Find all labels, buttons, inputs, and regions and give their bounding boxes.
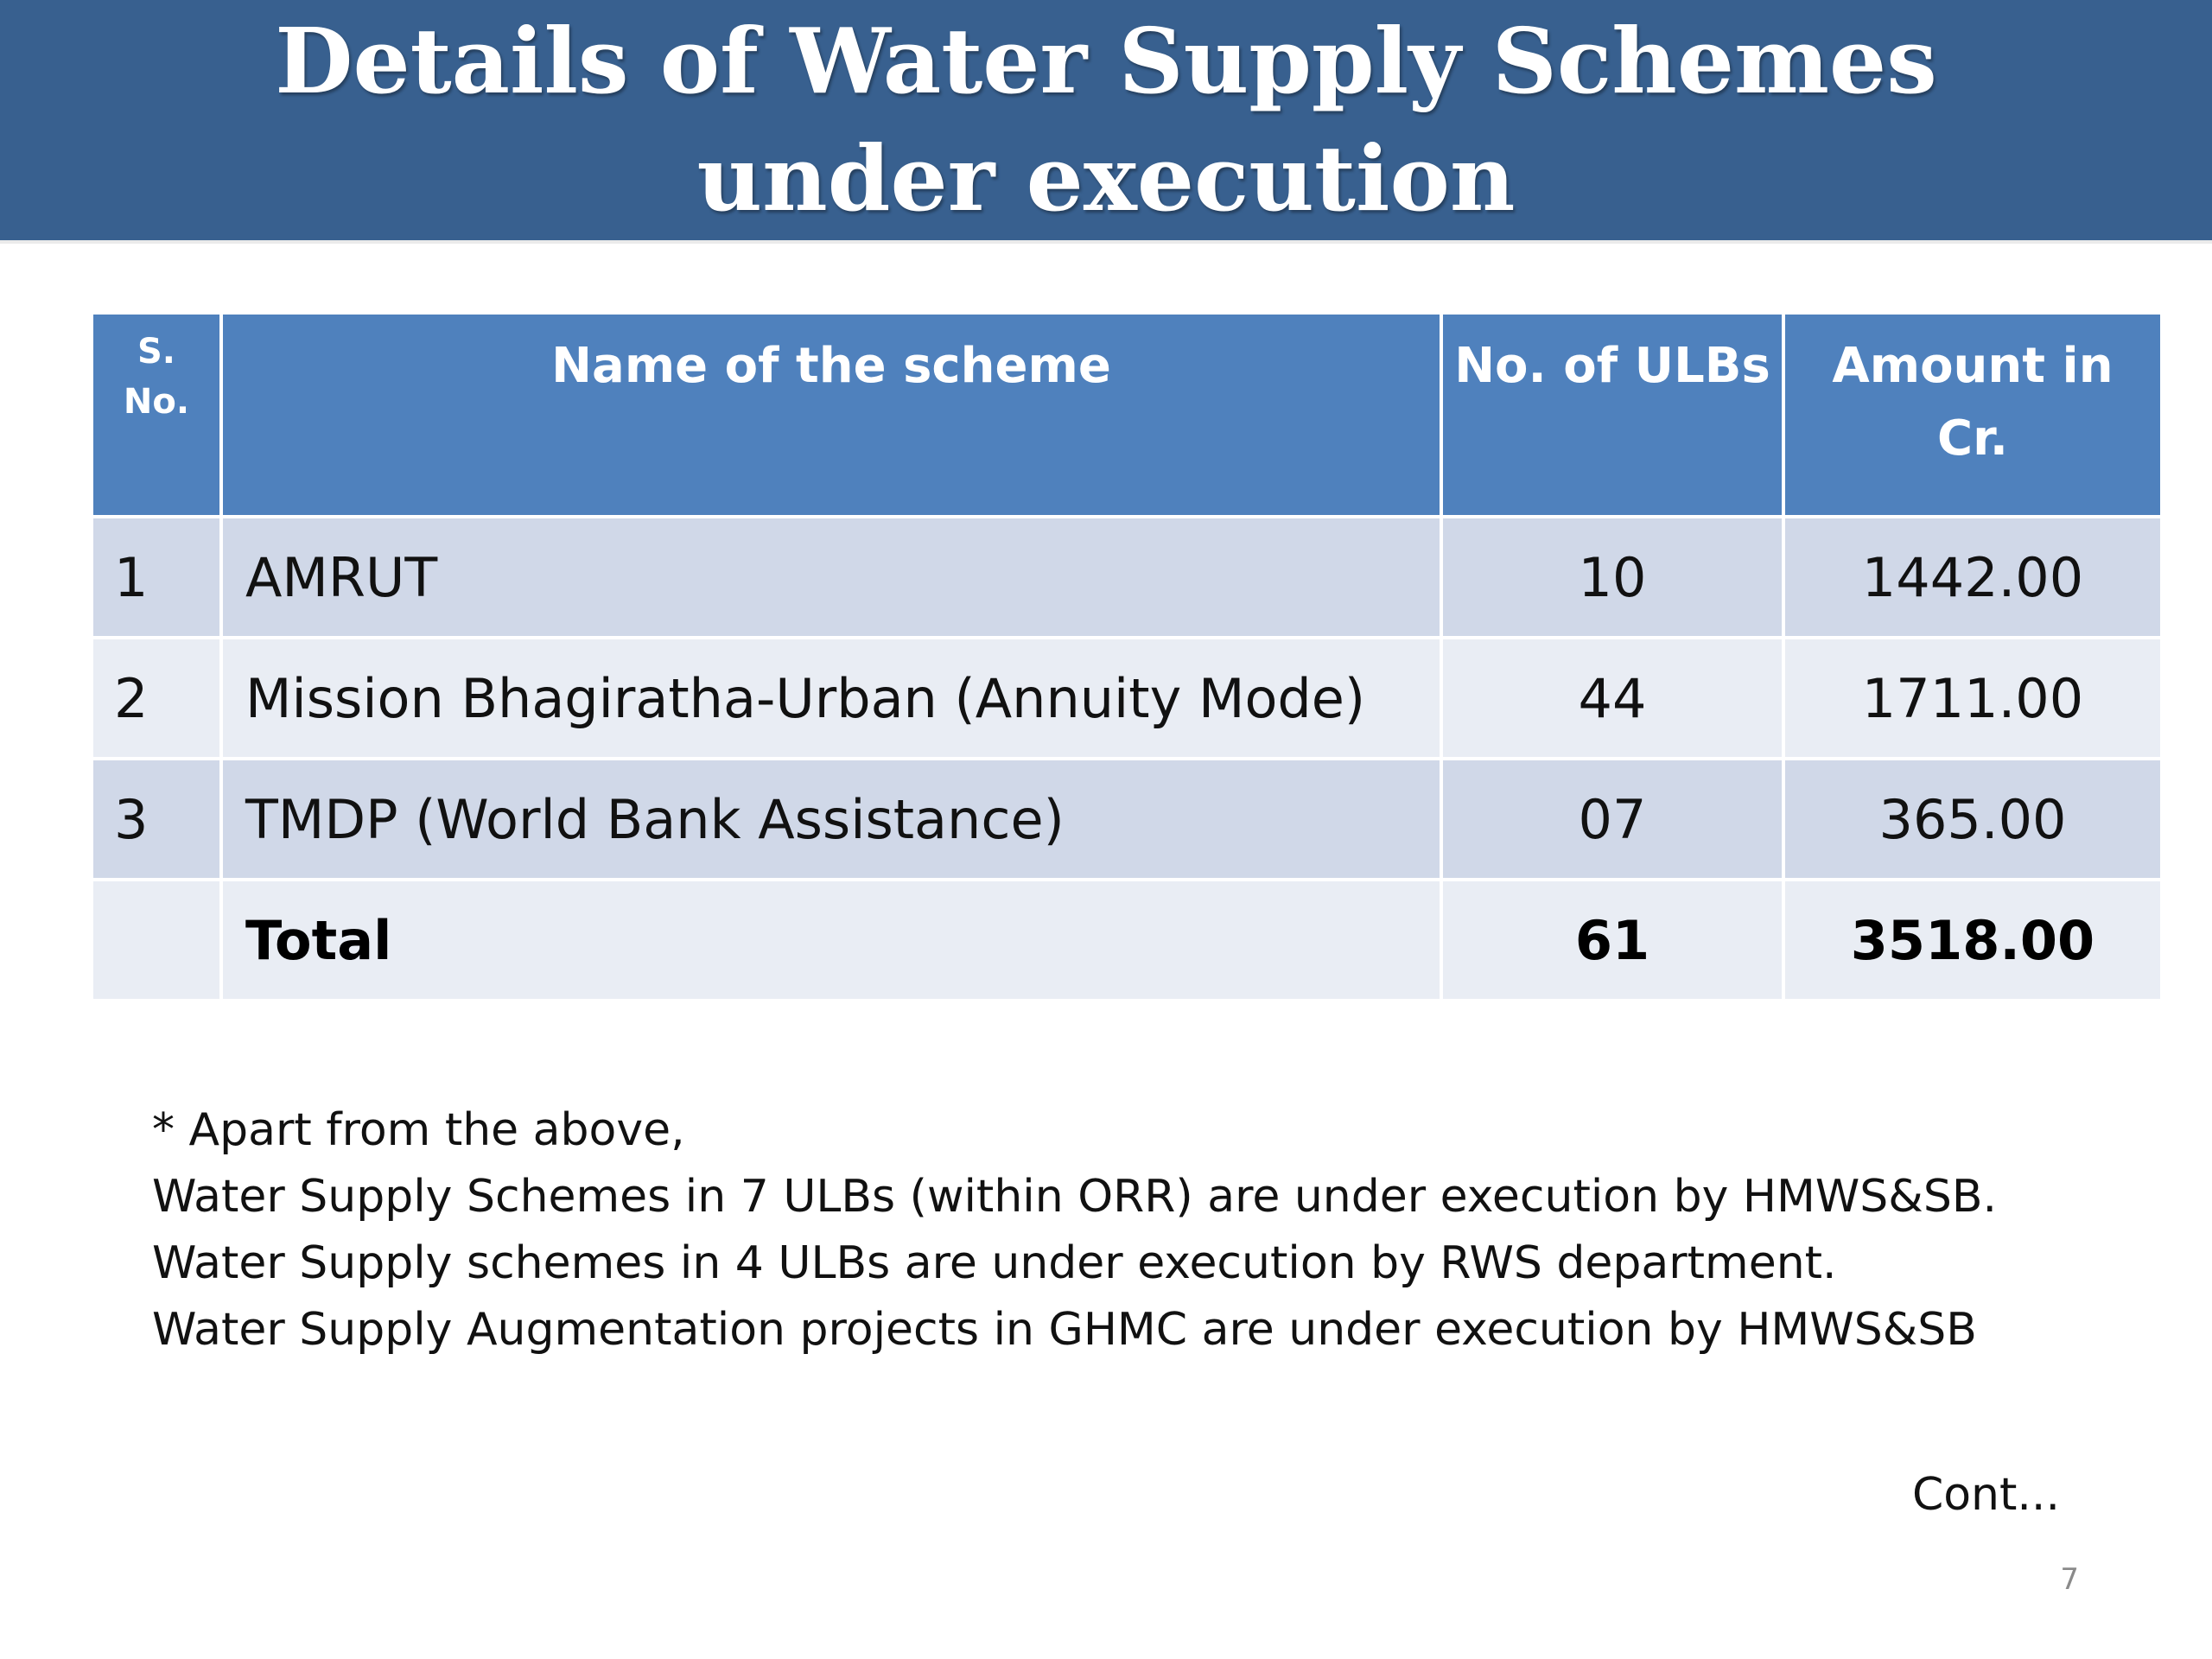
note-line: Water Supply Schemes in 7 ULBs (within O…	[152, 1171, 1998, 1223]
row-ulbs: 07	[1443, 760, 1782, 878]
row-amount: 1711.00	[1785, 639, 2160, 757]
title-bar: Details of Water Supply Schemes under ex…	[0, 0, 2212, 240]
row-sno: 2	[93, 639, 219, 757]
header-amount: Amount in Cr.	[1785, 315, 2160, 515]
slide-title: Details of Water Supply Schemes under ex…	[275, 8, 1937, 232]
schemes-table: S. No. Name of the scheme No. of ULBs Am…	[90, 311, 2164, 1002]
row-amount: 365.00	[1785, 760, 2160, 878]
row-scheme-name: TMDP (World Bank Assistance)	[223, 760, 1440, 878]
row-scheme-name: Mission Bhagiratha-Urban (Annuity Mode)	[223, 639, 1440, 757]
total-ulbs: 61	[1443, 881, 1782, 999]
schemes-table-container: S. No. Name of the scheme No. of ULBs Am…	[93, 315, 2160, 999]
table-row: 1 AMRUT 10 1442.00	[93, 518, 2160, 636]
header-ulbs: No. of ULBs	[1443, 315, 1782, 515]
continuation-label: Cont...	[1911, 1469, 2060, 1521]
note-line: * Apart from the above,	[152, 1104, 685, 1156]
notes-section: * Apart from the above, Water Supply Sch…	[152, 1097, 2139, 1363]
row-ulbs: 10	[1443, 518, 1782, 636]
table-total-row: Total 61 3518.00	[93, 881, 2160, 999]
row-scheme-name: AMRUT	[223, 518, 1440, 636]
total-sno-empty	[93, 881, 219, 999]
header-sno: S. No.	[93, 315, 219, 515]
row-sno: 3	[93, 760, 219, 878]
total-label: Total	[223, 881, 1440, 999]
total-amount: 3518.00	[1785, 881, 2160, 999]
note-line: Water Supply schemes in 4 ULBs are under…	[152, 1237, 1837, 1289]
row-ulbs: 44	[1443, 639, 1782, 757]
page-number: 7	[2060, 1562, 2079, 1597]
table-row: 2 Mission Bhagiratha-Urban (Annuity Mode…	[93, 639, 2160, 757]
table-row: 3 TMDP (World Bank Assistance) 07 365.00	[93, 760, 2160, 878]
row-sno: 1	[93, 518, 219, 636]
row-amount: 1442.00	[1785, 518, 2160, 636]
table-header-row: S. No. Name of the scheme No. of ULBs Am…	[93, 315, 2160, 515]
note-line: Water Supply Augmentation projects in GH…	[152, 1304, 1977, 1356]
header-scheme-name: Name of the scheme	[223, 315, 1440, 515]
